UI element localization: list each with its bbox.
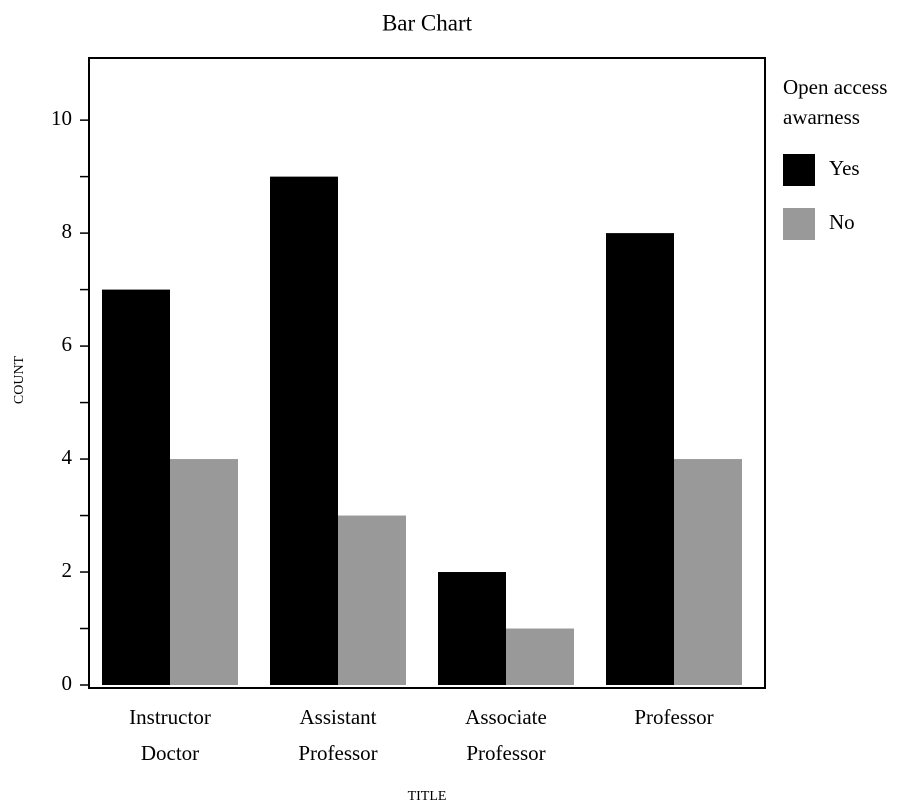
bar bbox=[270, 176, 338, 685]
bar bbox=[438, 572, 506, 685]
chart-title: Bar Chart bbox=[382, 10, 473, 35]
legend-title: awarness bbox=[783, 105, 860, 129]
x-tick-label: Professor bbox=[298, 741, 377, 765]
bar bbox=[606, 233, 674, 686]
y-tick-label: 6 bbox=[62, 332, 73, 356]
y-axis-label: COUNT bbox=[12, 355, 27, 404]
legend-swatch bbox=[783, 208, 815, 240]
y-tick-label: 0 bbox=[62, 671, 73, 695]
x-tick-label: Professor bbox=[466, 741, 545, 765]
x-axis-label: TITLE bbox=[408, 789, 447, 804]
legend-label: No bbox=[829, 210, 855, 234]
x-tick-label: Associate bbox=[465, 705, 547, 729]
bar bbox=[102, 289, 170, 685]
y-tick-label: 4 bbox=[62, 445, 73, 469]
y-tick-label: 8 bbox=[62, 219, 73, 243]
x-tick-label: Instructor bbox=[129, 705, 211, 729]
plot-frame bbox=[88, 57, 766, 689]
bar bbox=[170, 459, 238, 685]
legend-title: Open access bbox=[783, 75, 887, 99]
x-tick-label: Professor bbox=[634, 705, 713, 729]
legend-swatch bbox=[783, 154, 815, 186]
bar bbox=[338, 515, 406, 685]
x-tick-label: Doctor bbox=[141, 741, 199, 765]
y-tick-label: 2 bbox=[62, 558, 73, 582]
bar bbox=[506, 628, 574, 685]
bar bbox=[674, 459, 742, 685]
legend-label: Yes bbox=[829, 156, 860, 180]
x-tick-label: Assistant bbox=[299, 705, 376, 729]
y-tick-label: 10 bbox=[51, 106, 72, 130]
